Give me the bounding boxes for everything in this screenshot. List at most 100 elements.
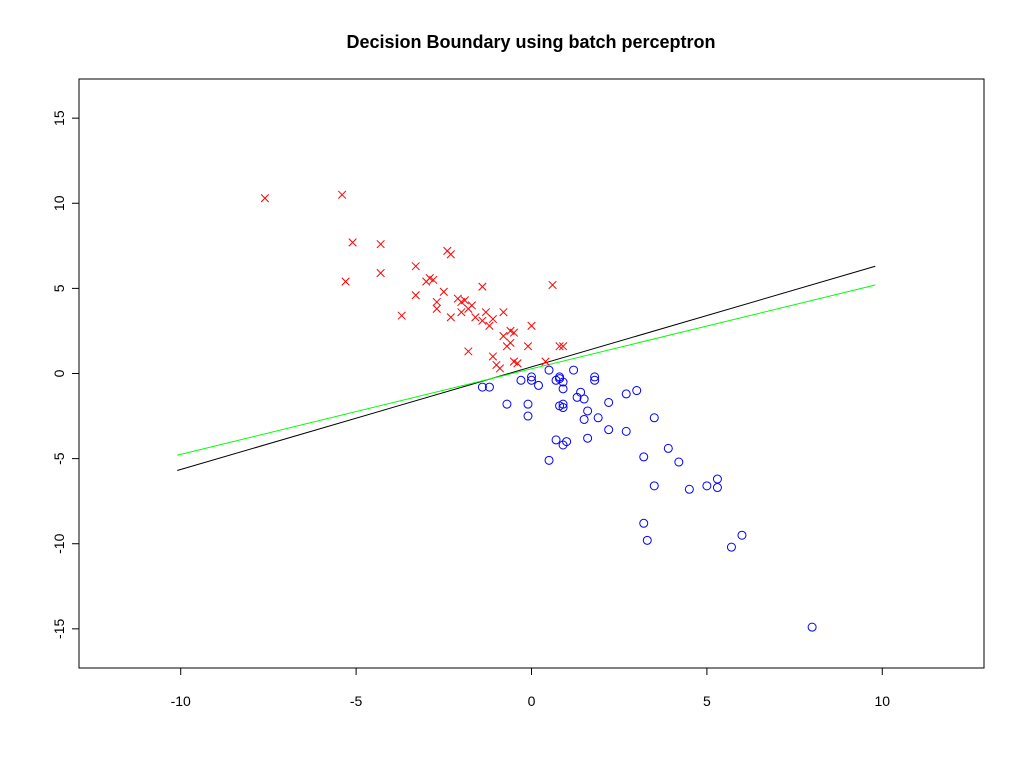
plot-frame bbox=[78, 78, 985, 669]
point-x bbox=[260, 194, 270, 203]
point-o bbox=[583, 406, 593, 416]
point-x bbox=[341, 277, 350, 286]
point-x bbox=[446, 250, 455, 259]
point-x bbox=[337, 190, 347, 199]
point-o bbox=[674, 457, 684, 467]
point-x bbox=[499, 308, 508, 317]
point-o bbox=[523, 411, 533, 421]
boundary-line-1 bbox=[177, 265, 876, 472]
point-o bbox=[663, 443, 673, 453]
point-x bbox=[478, 316, 487, 325]
y-tick-label: -15 bbox=[51, 619, 67, 639]
point-o bbox=[737, 530, 747, 540]
point-o bbox=[807, 622, 817, 632]
data-points bbox=[260, 190, 817, 632]
point-x bbox=[541, 357, 550, 366]
point-x bbox=[397, 311, 406, 320]
point-o bbox=[583, 433, 593, 443]
point-x bbox=[506, 338, 515, 348]
point-o bbox=[702, 481, 712, 491]
point-x bbox=[460, 296, 470, 305]
y-tick-label: 15 bbox=[51, 110, 67, 126]
point-o bbox=[639, 518, 649, 528]
point-x bbox=[411, 291, 420, 300]
point-x bbox=[464, 347, 473, 356]
x-tick-label: -10 bbox=[171, 693, 191, 709]
point-x bbox=[485, 321, 494, 330]
point-x bbox=[523, 342, 533, 351]
point-x bbox=[488, 352, 498, 361]
point-x bbox=[467, 301, 477, 310]
point-x bbox=[555, 342, 564, 351]
point-x bbox=[432, 304, 441, 313]
point-o bbox=[523, 399, 533, 409]
point-o bbox=[621, 426, 631, 436]
point-x bbox=[527, 321, 536, 330]
point-o bbox=[649, 413, 659, 423]
point-o bbox=[569, 365, 579, 375]
point-o bbox=[684, 484, 694, 494]
point-o bbox=[632, 386, 642, 396]
point-x bbox=[495, 364, 505, 373]
y-tick-label: 10 bbox=[51, 195, 67, 211]
point-o bbox=[726, 542, 736, 552]
point-o bbox=[590, 375, 600, 385]
point-x bbox=[548, 280, 557, 290]
point-o bbox=[604, 425, 614, 435]
point-o bbox=[712, 483, 722, 493]
point-x bbox=[513, 359, 522, 368]
point-o bbox=[593, 413, 603, 423]
point-o bbox=[534, 380, 544, 390]
point-x bbox=[376, 239, 385, 249]
point-x bbox=[558, 342, 568, 351]
point-x bbox=[471, 313, 480, 322]
point-o bbox=[558, 403, 568, 413]
x-tick-label: 0 bbox=[528, 693, 536, 709]
y-axis: -15 -10 -5 0 5 10 15 bbox=[51, 110, 80, 639]
point-x bbox=[457, 308, 466, 317]
point-x bbox=[348, 238, 357, 247]
point-x bbox=[446, 313, 455, 322]
point-o bbox=[642, 535, 652, 545]
x-tick-label: 5 bbox=[703, 693, 711, 709]
y-tick-label: 0 bbox=[51, 369, 67, 377]
point-o bbox=[484, 382, 494, 392]
point-o bbox=[590, 372, 600, 382]
point-o bbox=[579, 394, 589, 404]
point-o bbox=[558, 377, 568, 387]
point-o bbox=[604, 397, 614, 407]
point-x bbox=[478, 282, 487, 291]
point-o bbox=[502, 399, 512, 409]
y-tick-label: -10 bbox=[51, 533, 67, 553]
point-o bbox=[527, 375, 536, 385]
y-tick-label: -5 bbox=[51, 452, 67, 465]
point-o bbox=[477, 382, 487, 392]
point-x bbox=[499, 331, 508, 341]
point-x bbox=[481, 308, 491, 317]
x-tick-label: -5 bbox=[350, 693, 363, 709]
point-x bbox=[411, 262, 420, 271]
point-o bbox=[544, 365, 554, 375]
x-axis: -10 -5 0 5 10 bbox=[171, 667, 890, 709]
point-o bbox=[579, 414, 589, 424]
y-tick-label: 5 bbox=[51, 284, 67, 292]
point-x bbox=[376, 268, 385, 278]
point-o bbox=[621, 389, 631, 399]
x-tick-label: 10 bbox=[874, 693, 890, 709]
point-x bbox=[429, 275, 438, 285]
point-o bbox=[551, 435, 561, 445]
point-o bbox=[516, 375, 526, 385]
boundary-line-2 bbox=[177, 284, 876, 456]
boundary-lines bbox=[177, 265, 876, 472]
point-o bbox=[544, 455, 554, 465]
point-o bbox=[649, 481, 659, 491]
point-o bbox=[639, 452, 649, 462]
point-o bbox=[558, 384, 568, 394]
point-x bbox=[509, 328, 519, 337]
point-x bbox=[439, 287, 448, 296]
chart-title: Decision Boundary using batch perceptron bbox=[346, 32, 715, 52]
point-o bbox=[562, 437, 572, 447]
point-o bbox=[558, 399, 568, 409]
point-o bbox=[712, 474, 722, 484]
